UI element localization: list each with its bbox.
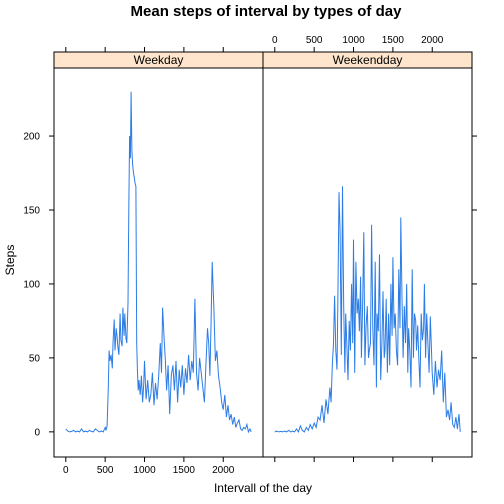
panel-frame-weekday: [53, 67, 264, 458]
x-tick-label: 1500: [173, 465, 196, 476]
x-tick-label: 1000: [133, 465, 156, 476]
y-tick-label: 0: [34, 427, 40, 438]
y-tick-label: 150: [23, 205, 40, 216]
panel-frame-weekendday: [262, 67, 473, 458]
x-tick-label: 500: [97, 465, 114, 476]
x-tick-label-top: 1000: [342, 35, 365, 46]
y-tick-label: 50: [29, 353, 41, 364]
x-tick-label-top: 2000: [421, 35, 444, 46]
x-tick-label: 0: [63, 465, 69, 476]
y-tick-label: 100: [23, 279, 40, 290]
x-tick-label-top: 500: [306, 35, 323, 46]
y-tick-label: 200: [23, 132, 40, 143]
chart-title: Mean steps of interval by types of day: [131, 3, 403, 20]
x-tick-label-top: 0: [272, 35, 278, 46]
x-tick-label-top: 1500: [382, 35, 405, 46]
strip-label-weekendday: Weekendday: [333, 53, 403, 67]
series-line-weekday: [65, 91, 252, 434]
series-line-weekendday: [274, 186, 461, 434]
x-tick-label: 2000: [212, 465, 235, 476]
x-axis-label: Intervall of the day: [214, 481, 312, 495]
plot-area: Weekday 0 500 1000 1500 2000 0 50 100 150 200 Weeke…: [23, 35, 477, 476]
y-axis-label: Steps: [3, 245, 17, 276]
strip-label-weekday: Weekday: [134, 53, 184, 67]
